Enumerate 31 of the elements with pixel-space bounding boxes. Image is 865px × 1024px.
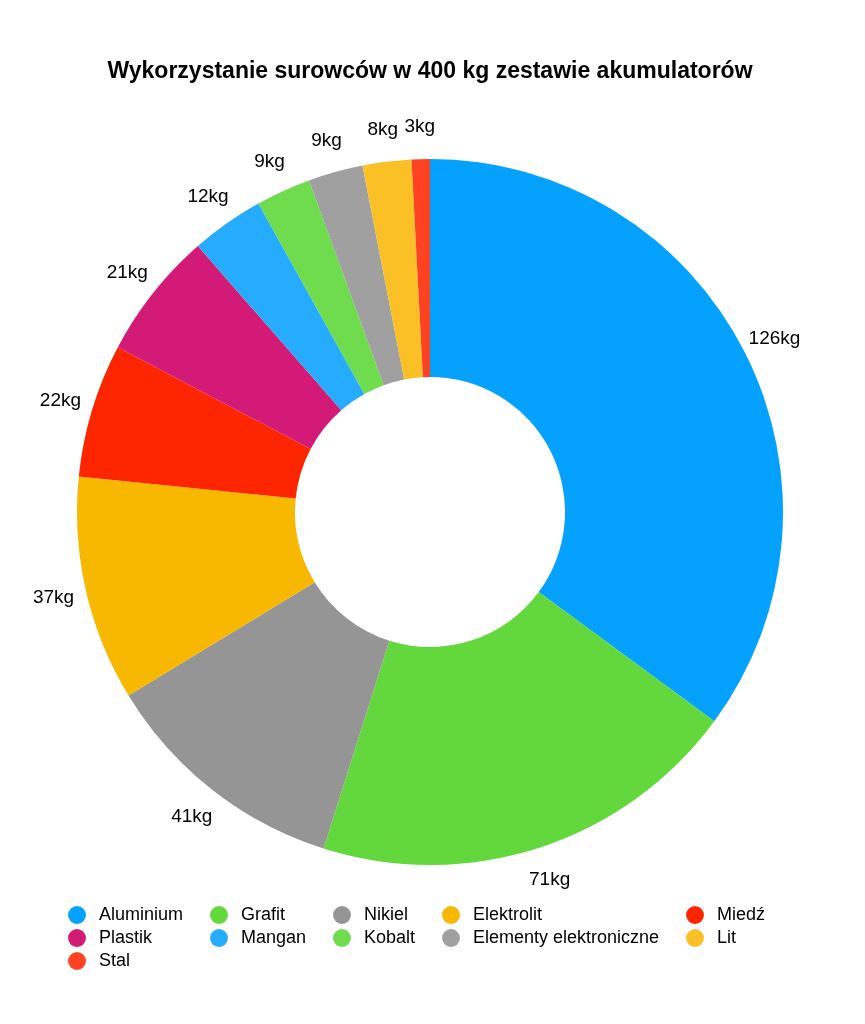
chart-title: Wykorzystanie surowców w 400 kg zestawie akumulatorów	[107, 57, 753, 84]
donut-slice	[78, 347, 311, 499]
legend-label: Nikiel	[364, 904, 409, 924]
data-label: 21kg	[106, 261, 148, 283]
data-label: 71kg	[529, 868, 571, 889]
data-label: 37kg	[32, 586, 75, 608]
legend-label: Miedź	[717, 904, 766, 924]
data-label: 9kg	[311, 129, 342, 151]
legend-label: Elektrolit	[473, 904, 543, 924]
data-label: 9kg	[254, 149, 285, 171]
donut-slice	[258, 180, 384, 395]
data-label: 41kg	[171, 804, 213, 826]
donut-slice	[128, 582, 390, 849]
legend-label: Grafit	[241, 904, 286, 924]
data-label: 8kg	[367, 117, 399, 139]
legend-label: Lit	[717, 927, 737, 947]
donut-slice	[362, 159, 423, 380]
donut-slice	[411, 159, 430, 378]
legend-label: Elementy elektroniczne	[473, 927, 660, 947]
legend-label: Kobalt	[364, 927, 416, 947]
legend-label: Stal	[99, 950, 131, 970]
data-label: 126kg	[748, 326, 801, 348]
donut-slice	[323, 592, 715, 865]
legend-label: Mangan	[241, 927, 307, 947]
data-label: 22kg	[39, 389, 82, 411]
legend-label: Aluminium	[99, 904, 184, 924]
donut-slice	[77, 476, 315, 696]
donut-slice	[308, 165, 405, 386]
data-label: 12kg	[187, 185, 229, 207]
data-label: 3kg	[404, 115, 436, 137]
legend-label: Plastik	[99, 927, 154, 947]
